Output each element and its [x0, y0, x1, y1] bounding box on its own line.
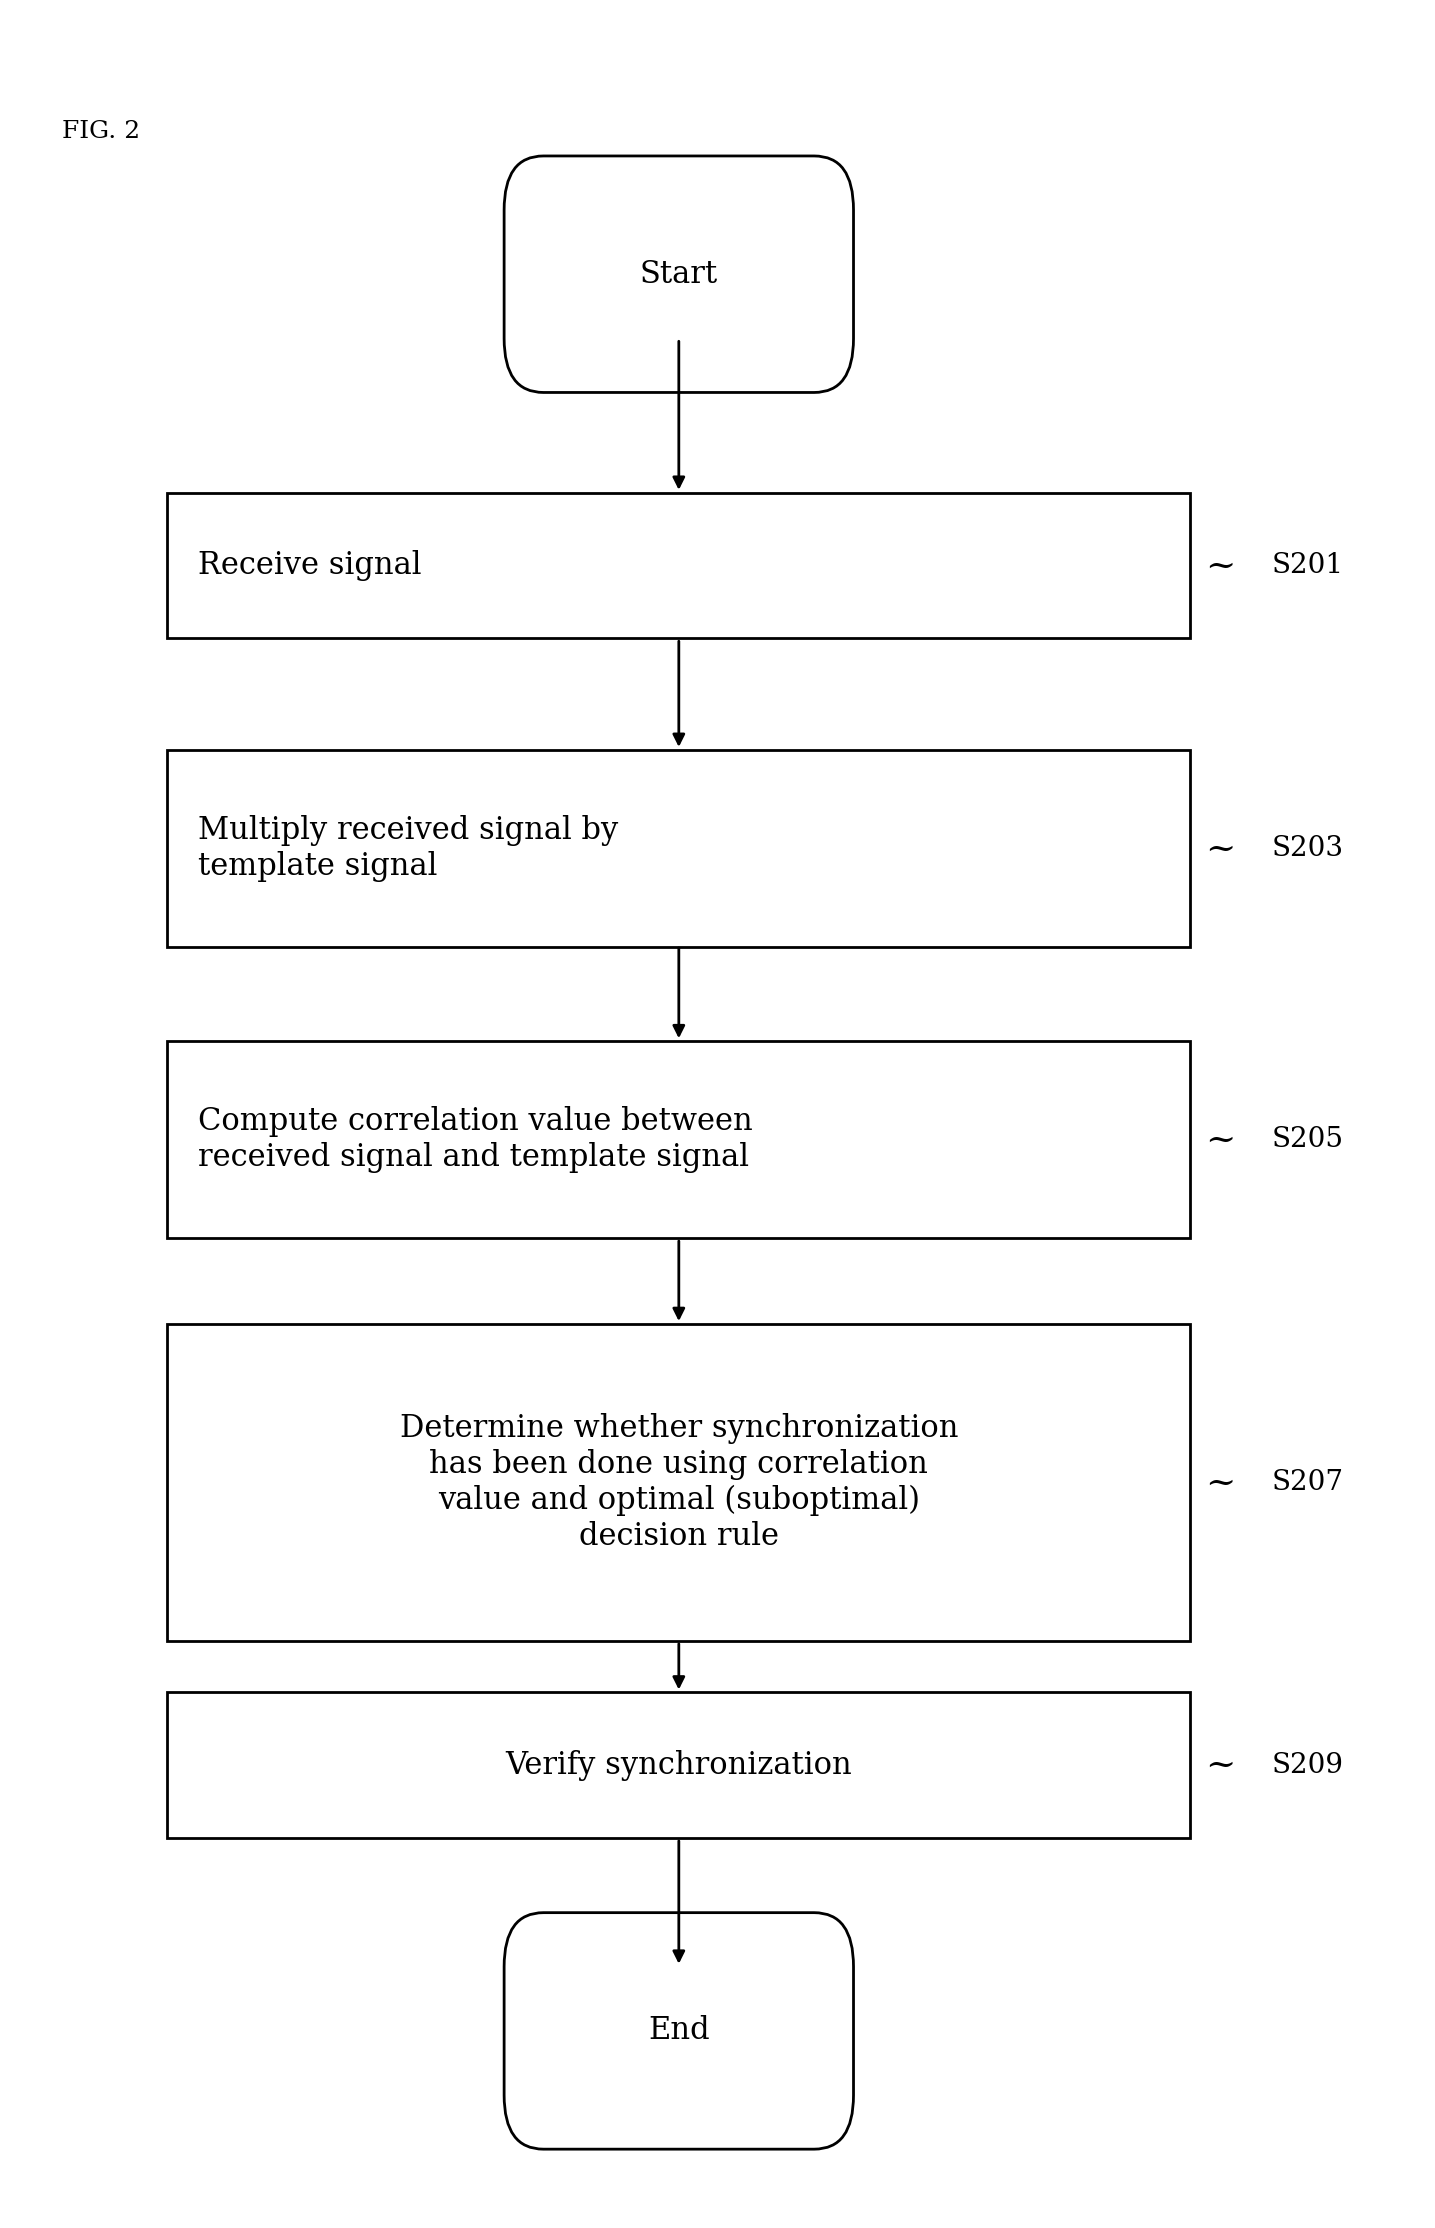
- Bar: [168, 492, 1191, 639]
- Text: FIG. 2: FIG. 2: [62, 120, 141, 143]
- Text: ~: ~: [1205, 548, 1236, 582]
- Text: Determine whether synchronization
has been done using correlation
value and opti: Determine whether synchronization has be…: [399, 1413, 959, 1553]
- FancyBboxPatch shape: [504, 156, 854, 392]
- Text: Receive signal: Receive signal: [198, 550, 422, 582]
- Text: Start: Start: [640, 258, 718, 290]
- Text: S201: S201: [1271, 553, 1343, 579]
- Bar: [168, 1693, 1191, 1838]
- Text: ~: ~: [1205, 1466, 1236, 1499]
- Text: S207: S207: [1271, 1468, 1343, 1495]
- Bar: [168, 1323, 1191, 1642]
- Text: S203: S203: [1271, 836, 1343, 862]
- Text: ~: ~: [1205, 1749, 1236, 1782]
- Text: S205: S205: [1271, 1125, 1343, 1154]
- Bar: [168, 751, 1191, 947]
- Text: S209: S209: [1271, 1751, 1343, 1778]
- Text: Multiply received signal by
template signal: Multiply received signal by template sig…: [198, 815, 618, 882]
- Bar: [168, 1040, 1191, 1239]
- Text: ~: ~: [1205, 1123, 1236, 1156]
- Text: Verify synchronization: Verify synchronization: [505, 1749, 852, 1780]
- Text: Compute correlation value between
received signal and template signal: Compute correlation value between receiv…: [198, 1107, 753, 1174]
- Text: ~: ~: [1205, 831, 1236, 864]
- Text: End: End: [649, 2016, 710, 2045]
- FancyBboxPatch shape: [504, 1912, 854, 2150]
